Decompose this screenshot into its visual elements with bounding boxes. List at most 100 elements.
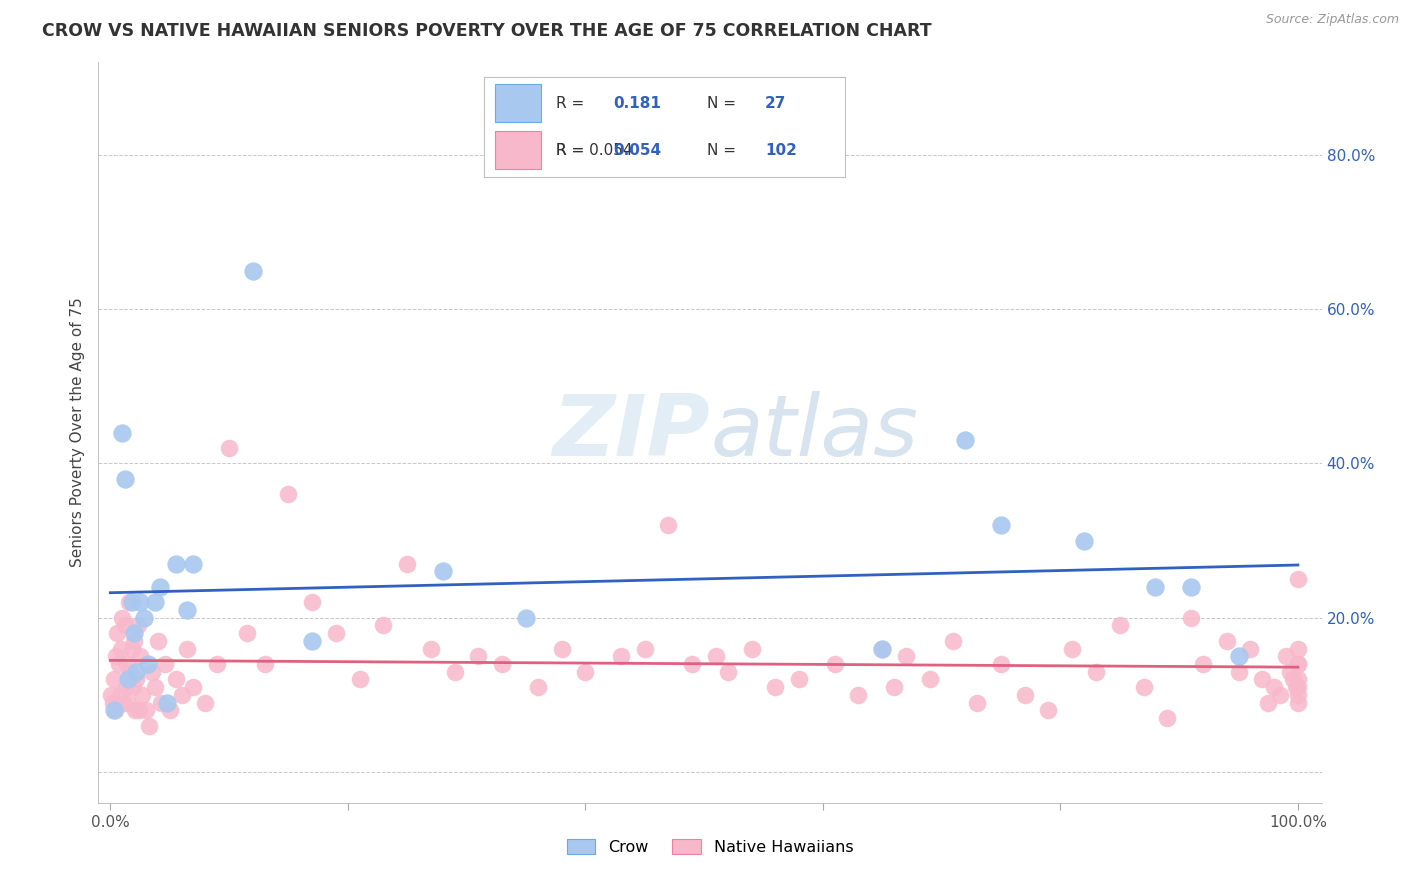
- Point: [325, 626, 347, 640]
- Point: [218, 441, 240, 455]
- Point: [1286, 673, 1309, 687]
- Point: [183, 557, 205, 571]
- Point: [108, 688, 131, 702]
- Point: [883, 680, 905, 694]
- Point: [121, 595, 143, 609]
- Point: [955, 434, 977, 448]
- Y-axis label: Seniors Poverty Over the Age of 75: Seniors Poverty Over the Age of 75: [70, 298, 86, 567]
- Point: [301, 595, 323, 609]
- Text: CROW VS NATIVE HAWAIIAN SENIORS POVERTY OVER THE AGE OF 75 CORRELATION CHART: CROW VS NATIVE HAWAIIAN SENIORS POVERTY …: [42, 22, 932, 40]
- Point: [373, 618, 395, 632]
- Point: [515, 611, 537, 625]
- Point: [103, 673, 125, 687]
- Point: [121, 641, 143, 656]
- Point: [111, 425, 134, 440]
- Point: [205, 657, 228, 671]
- Point: [159, 703, 181, 717]
- Point: [1286, 572, 1309, 586]
- Point: [717, 665, 740, 679]
- Point: [103, 703, 125, 717]
- Point: [129, 595, 152, 609]
- Point: [990, 518, 1012, 533]
- Point: [1251, 673, 1274, 687]
- Point: [349, 673, 371, 687]
- Point: [432, 565, 454, 579]
- Point: [1278, 665, 1301, 679]
- Text: Source: ZipAtlas.com: Source: ZipAtlas.com: [1265, 13, 1399, 27]
- Point: [1286, 641, 1309, 656]
- Point: [136, 657, 159, 671]
- Point: [1180, 611, 1202, 625]
- Point: [824, 657, 846, 671]
- Point: [165, 673, 187, 687]
- Point: [117, 696, 139, 710]
- Point: [301, 633, 323, 648]
- Point: [574, 665, 596, 679]
- Point: [443, 665, 465, 679]
- Point: [990, 657, 1012, 671]
- Point: [165, 557, 187, 571]
- Point: [1286, 657, 1309, 671]
- Point: [870, 641, 893, 656]
- Point: [894, 649, 917, 664]
- Point: [127, 618, 149, 632]
- Point: [145, 680, 167, 694]
- Point: [1227, 665, 1250, 679]
- Point: [870, 641, 893, 656]
- Point: [420, 641, 443, 656]
- Point: [1268, 688, 1291, 702]
- Point: [1144, 580, 1167, 594]
- Point: [1286, 696, 1309, 710]
- Point: [396, 557, 419, 571]
- Point: [145, 595, 167, 609]
- Point: [610, 649, 633, 664]
- Point: [110, 641, 132, 656]
- Point: [242, 263, 264, 277]
- Point: [763, 680, 786, 694]
- Point: [170, 688, 193, 702]
- Point: [176, 603, 198, 617]
- Point: [1062, 641, 1084, 656]
- Point: [150, 696, 173, 710]
- Point: [149, 580, 172, 594]
- Point: [125, 673, 148, 687]
- Legend: Crow, Native Hawaiians: Crow, Native Hawaiians: [560, 832, 860, 862]
- Point: [1192, 657, 1215, 671]
- Point: [121, 680, 143, 694]
- Point: [1227, 649, 1250, 664]
- Point: [120, 665, 142, 679]
- Point: [1257, 696, 1279, 710]
- Point: [141, 665, 163, 679]
- Point: [131, 688, 153, 702]
- Point: [681, 657, 703, 671]
- Point: [107, 657, 129, 671]
- Point: [132, 611, 155, 625]
- Point: [128, 703, 150, 717]
- Point: [1286, 680, 1309, 694]
- Point: [114, 680, 136, 694]
- Point: [1132, 680, 1154, 694]
- Point: [1286, 688, 1309, 702]
- Point: [1180, 580, 1202, 594]
- Point: [153, 657, 176, 671]
- Point: [1108, 618, 1130, 632]
- Point: [118, 595, 141, 609]
- Point: [107, 626, 129, 640]
- Point: [1073, 533, 1095, 548]
- Point: [277, 487, 299, 501]
- Point: [115, 657, 138, 671]
- Point: [124, 703, 146, 717]
- Point: [634, 641, 657, 656]
- Point: [236, 626, 259, 640]
- Point: [176, 641, 198, 656]
- Point: [942, 633, 965, 648]
- Point: [741, 641, 763, 656]
- Text: ZIP: ZIP: [553, 391, 710, 475]
- Point: [1282, 673, 1305, 687]
- Point: [491, 657, 513, 671]
- Point: [114, 618, 136, 632]
- Point: [194, 696, 217, 710]
- Point: [1215, 633, 1237, 648]
- Text: atlas: atlas: [710, 391, 918, 475]
- Point: [704, 649, 727, 664]
